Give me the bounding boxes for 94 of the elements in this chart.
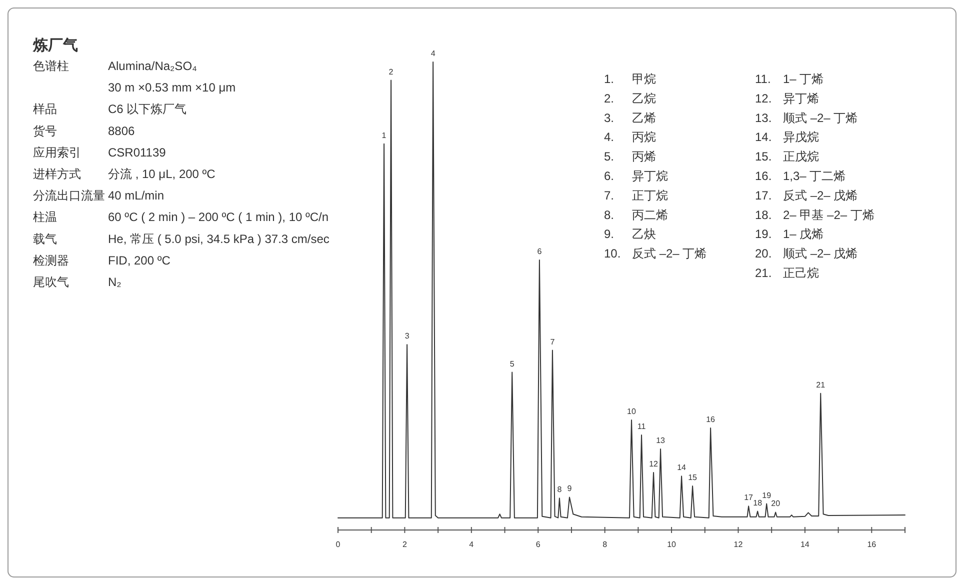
x-tick-label: 4 xyxy=(469,540,474,549)
annotation: 4 xyxy=(430,49,436,58)
annotation: 反式 –2– 丁烯 xyxy=(632,246,707,261)
x-tick-label: 0 xyxy=(336,540,341,549)
annotation: 12. xyxy=(755,91,772,106)
x-tick-label: 10 xyxy=(667,540,677,549)
text: 进样方式 xyxy=(33,167,81,181)
annotation: 11 xyxy=(637,422,646,431)
text: 炼厂气 xyxy=(32,37,78,54)
annotation: 2 xyxy=(388,67,394,76)
annotation: 丙二烯 xyxy=(632,208,668,222)
text: He, 常压 ( 5.0 psi, 34.5 kPa ) 37.3 cm/sec xyxy=(108,232,330,246)
text: 柱温 xyxy=(33,210,57,224)
annotation: 15. xyxy=(755,150,772,164)
x-tick-label: 12 xyxy=(734,540,744,549)
x-tick-label: 14 xyxy=(800,540,810,549)
annotation: 5. xyxy=(604,150,614,164)
annotation: 11. xyxy=(755,72,771,86)
annotation: 15 xyxy=(688,473,698,482)
annotation: 10 xyxy=(627,407,636,416)
annotation: 8. xyxy=(604,208,614,222)
text: 8806 xyxy=(108,124,136,138)
text: 应用索引 xyxy=(33,145,81,160)
annotation: 丙烷 xyxy=(632,130,656,144)
annotation: 甲烷 xyxy=(632,72,656,86)
annotation: 2– 甲基 –2– 丁烯 xyxy=(783,208,874,222)
annotation: 7 xyxy=(550,337,556,346)
annotation: 19. xyxy=(755,227,772,242)
annotation: 3 xyxy=(404,332,410,341)
annotation: 6 xyxy=(537,246,542,256)
text: 40 mL/min xyxy=(108,188,164,203)
annotation: 13. xyxy=(755,110,772,125)
annotation: 1. xyxy=(604,72,614,86)
annotation: 17 xyxy=(744,493,754,502)
annotation: 丙烯 xyxy=(632,150,656,164)
annotation: 18. xyxy=(755,208,772,222)
annotation: 乙烯 xyxy=(632,110,656,125)
annotation: 正己烷 xyxy=(783,266,819,280)
annotation: 正丁烷 xyxy=(632,188,668,202)
text: Alumina/Na₂SO₄ xyxy=(108,59,198,73)
text: 色谱柱 xyxy=(33,59,69,73)
annotation: 21. xyxy=(755,266,772,280)
text: 货号 xyxy=(33,124,57,138)
annotation: 20. xyxy=(755,246,772,261)
annotation: 10. xyxy=(604,246,621,261)
annotation: 3. xyxy=(604,110,614,125)
annotation: 正戊烷 xyxy=(783,150,819,164)
annotation: 反式 –2– 戊烯 xyxy=(783,188,858,202)
annotation: 1 xyxy=(382,130,387,140)
text: 分流 , 10 μL, 200 ºC xyxy=(108,167,216,181)
annotation: 异丁烷 xyxy=(632,169,668,183)
text: 样品 xyxy=(33,102,57,116)
annotation: 顺式 –2– 丁烯 xyxy=(783,110,858,125)
annotation: 13 xyxy=(656,436,666,446)
text: FID, 200 ºC xyxy=(108,253,171,268)
annotation: 乙烷 xyxy=(632,91,656,106)
annotation: 7. xyxy=(604,188,614,202)
annotation: 19 xyxy=(762,490,772,500)
annotation: 14 xyxy=(677,463,687,472)
annotation: 1,3– 丁二烯 xyxy=(783,169,846,183)
annotation: 顺式 –2– 戊烯 xyxy=(783,246,858,261)
text: 分流出口流量 xyxy=(33,188,105,203)
x-tick-label: 16 xyxy=(867,540,877,549)
annotation: 16. xyxy=(755,169,772,183)
x-tick-label: 8 xyxy=(602,540,608,549)
text: 30 m ×0.53 mm ×10 μm xyxy=(108,80,236,95)
annotation: 4. xyxy=(604,130,614,144)
x-tick-label: 2 xyxy=(402,540,408,549)
annotation: 9 xyxy=(567,484,572,494)
text: C6 以下炼厂气 xyxy=(108,102,187,116)
annotation: 14. xyxy=(755,130,772,144)
annotation: 1– 戊烯 xyxy=(783,227,824,242)
text: 检测器 xyxy=(33,253,69,268)
annotation: 5 xyxy=(510,359,515,368)
text: 60 ºC ( 2 min ) – 200 ºC ( 1 min ), 10 ºC/n xyxy=(108,210,329,224)
annotation: 12 xyxy=(649,459,659,468)
x-tick-label: 6 xyxy=(536,540,541,549)
annotation: 6. xyxy=(604,169,614,183)
annotation: 9. xyxy=(604,227,614,242)
annotation: 乙炔 xyxy=(632,227,656,242)
annotation: 20 xyxy=(771,499,781,508)
annotation: 16 xyxy=(706,414,716,424)
annotation: 异戊烷 xyxy=(783,130,819,144)
text: 尾吹气 xyxy=(33,275,69,289)
annotation: 异丁烯 xyxy=(783,91,819,106)
text: N₂ xyxy=(108,275,122,289)
annotation: 8 xyxy=(557,485,562,494)
text: CSR01139 xyxy=(108,145,166,160)
annotation: 17. xyxy=(755,188,772,202)
annotation: 18 xyxy=(753,498,763,508)
annotation: 2. xyxy=(604,91,614,106)
annotation: 1– 丁烯 xyxy=(783,72,824,86)
annotation: 21 xyxy=(816,380,826,390)
text: 载气 xyxy=(33,232,57,246)
